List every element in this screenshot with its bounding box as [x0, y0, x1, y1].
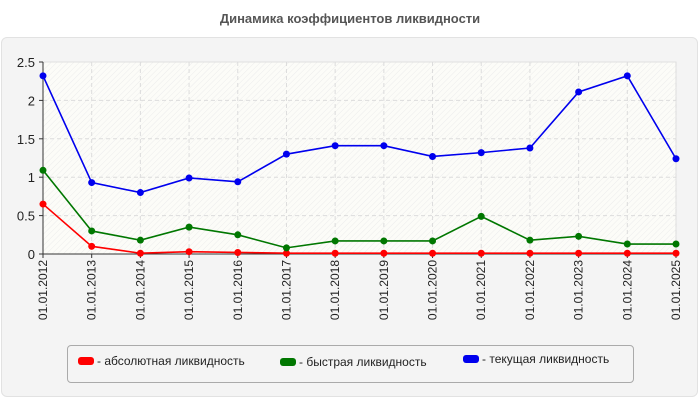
y-tick-label: 2 [28, 93, 35, 108]
data-point[interactable] [185, 174, 193, 182]
x-tick-label: 01.01.2012 [36, 260, 50, 320]
data-point[interactable] [380, 249, 388, 257]
data-point[interactable] [185, 248, 193, 256]
data-point[interactable] [331, 237, 339, 245]
x-tick-label: 01.01.2015 [182, 260, 196, 320]
data-point[interactable] [282, 150, 290, 158]
data-point[interactable] [234, 248, 242, 256]
x-tick-label: 01.01.2023 [572, 260, 586, 320]
x-tick-label: 01.01.2024 [620, 260, 634, 320]
x-tick-label: 01.01.2019 [377, 260, 391, 320]
x-tick-label: 01.01.2013 [85, 260, 99, 320]
data-point[interactable] [575, 232, 583, 240]
data-point[interactable] [672, 155, 680, 163]
x-tick-label: 01.01.2025 [669, 260, 683, 320]
legend-swatch-green [280, 358, 296, 366]
data-point[interactable] [526, 144, 534, 152]
data-point[interactable] [185, 223, 193, 231]
data-point[interactable] [623, 249, 631, 257]
data-point[interactable] [429, 249, 437, 257]
legend-label: - быстрая ликвидность [299, 355, 427, 369]
y-tick-label: 1 [28, 170, 35, 185]
y-tick-label: 2.5 [17, 55, 35, 70]
x-tick-label: 01.01.2016 [231, 260, 245, 320]
data-point[interactable] [331, 249, 339, 257]
legend-swatch-blue [463, 355, 479, 363]
data-point[interactable] [575, 88, 583, 96]
data-point[interactable] [88, 242, 96, 250]
data-point[interactable] [623, 72, 631, 80]
data-point[interactable] [526, 236, 534, 244]
data-point[interactable] [526, 249, 534, 257]
data-point[interactable] [39, 166, 47, 174]
x-tick-label: 01.01.2021 [474, 260, 488, 320]
data-point[interactable] [477, 212, 485, 220]
data-point[interactable] [282, 244, 290, 252]
legend-swatch-red [78, 357, 94, 365]
x-tick-label: 01.01.2020 [426, 260, 440, 320]
x-tick-label: 01.01.2018 [328, 260, 342, 320]
legend-label: - абсолютная ликвидность [97, 354, 245, 368]
data-point[interactable] [88, 227, 96, 235]
data-point[interactable] [380, 142, 388, 150]
y-tick-label: 0.5 [17, 209, 35, 224]
data-point[interactable] [136, 236, 144, 244]
series-line [42, 169, 676, 249]
legend-item-absolute[interactable]: - абсолютная ликвидность [78, 354, 245, 368]
x-tick-label: 01.01.2017 [279, 260, 293, 320]
data-point[interactable] [575, 249, 583, 257]
chart-legend: - абсолютная ликвидность - быстрая ликви… [67, 345, 634, 383]
data-point[interactable] [429, 237, 437, 245]
data-point[interactable] [672, 249, 680, 257]
data-point[interactable] [136, 249, 144, 257]
legend-item-quick[interactable]: - быстрая ликвидность [280, 355, 427, 369]
chart-title: Динамика коэффициентов ликвидности [219, 11, 481, 26]
series-line [42, 203, 676, 255]
data-point[interactable] [331, 142, 339, 150]
x-tick-label: 01.01.2014 [133, 260, 147, 320]
data-point[interactable] [477, 149, 485, 157]
legend-item-current[interactable]: - текущая ликвидность [463, 352, 609, 366]
data-point[interactable] [234, 178, 242, 186]
series-line [42, 74, 677, 194]
y-tick-label: 0 [28, 247, 35, 262]
x-tick-label: 01.01.2022 [523, 260, 537, 320]
data-point[interactable] [672, 240, 680, 248]
data-point[interactable] [477, 249, 485, 257]
legend-label: - текущая ликвидность [482, 352, 610, 366]
data-point[interactable] [39, 200, 47, 208]
data-point[interactable] [429, 152, 437, 160]
data-point[interactable] [234, 231, 242, 239]
data-point[interactable] [623, 240, 631, 248]
y-tick-label: 1.5 [17, 132, 35, 147]
data-point[interactable] [136, 189, 144, 197]
data-point[interactable] [88, 179, 96, 187]
data-point[interactable] [282, 249, 290, 257]
data-point[interactable] [39, 72, 47, 80]
data-point[interactable] [380, 237, 388, 245]
